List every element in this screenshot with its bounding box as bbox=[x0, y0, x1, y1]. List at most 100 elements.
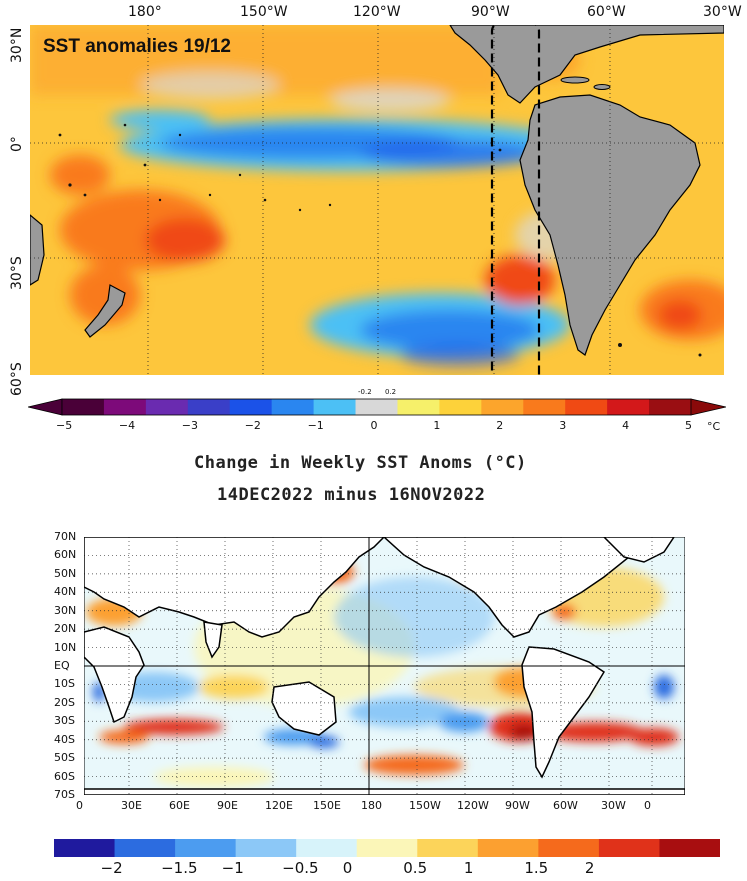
north-america-land bbox=[449, 25, 724, 104]
top-lon-label: 180° bbox=[128, 4, 162, 20]
australia-land bbox=[30, 214, 45, 286]
colorbar-tick-label: 0.5 bbox=[403, 859, 428, 877]
colorbar-cell bbox=[145, 399, 189, 415]
top-lat-label: 0° bbox=[9, 136, 25, 152]
bottom-lat-label: 40S bbox=[54, 732, 75, 746]
bottom-lon-label: 120E bbox=[265, 799, 293, 812]
top-lat-label: 60°S bbox=[9, 362, 25, 396]
colorbar-cell bbox=[114, 839, 176, 857]
colorbar-cell bbox=[229, 399, 273, 415]
colorbar-tick-label: 2 bbox=[584, 859, 595, 877]
colorbar-tick-label: −1 bbox=[307, 419, 324, 432]
top-colorbar bbox=[28, 398, 726, 416]
antarctica-land bbox=[84, 788, 685, 795]
top-lat-label: 30°S bbox=[9, 256, 25, 290]
north-america-land bbox=[382, 537, 645, 638]
bottom-lon-label: 0 bbox=[76, 799, 83, 812]
top-map-title: SST anomalies 19/12 bbox=[43, 36, 231, 57]
colorbar-small-tick: 0.2 bbox=[385, 388, 397, 396]
top-map: 180° 150°W 120°W 90°W 60°W 30°W 30°N 0° … bbox=[0, 0, 747, 440]
bottom-lon-label: 60W bbox=[553, 799, 578, 812]
bottom-sst-change-field bbox=[84, 537, 685, 795]
bottom-lat-label: 70N bbox=[54, 530, 77, 543]
top-lon-label: 30°W bbox=[703, 4, 742, 20]
colorbar-cell bbox=[187, 399, 231, 415]
top-lon-label: 90°W bbox=[471, 4, 510, 20]
bottom-lat-label: EQ bbox=[54, 659, 70, 672]
colorbar-cell bbox=[565, 399, 608, 415]
bottom-lat-label: 60N bbox=[54, 548, 77, 562]
bottom-lon-label: 150E bbox=[313, 799, 341, 812]
colorbar-cell bbox=[103, 399, 147, 415]
caribbean-island bbox=[560, 76, 590, 84]
colorbar-cell bbox=[235, 839, 297, 857]
colorbar-tick-label: 0 bbox=[342, 859, 353, 877]
colorbar-tick-label: 3 bbox=[559, 419, 567, 432]
africa-land bbox=[84, 626, 145, 724]
colorbar-cell bbox=[538, 839, 600, 857]
colorbar-tick-label: 1 bbox=[433, 419, 441, 432]
bottom-lat-label: 50S bbox=[54, 751, 75, 765]
colorbar-tick-label: −2 bbox=[244, 419, 261, 432]
bottom-lon-label: 60E bbox=[169, 799, 190, 812]
colorbar-tick-label: −1 bbox=[221, 859, 244, 877]
colorbar-cell bbox=[481, 399, 524, 415]
colorbar-tick-label: −0.5 bbox=[282, 859, 319, 877]
colorbar-tick-label: 2 bbox=[496, 419, 504, 432]
top-lon-label: 60°W bbox=[587, 4, 626, 20]
bottom-lat-label: 20S bbox=[54, 695, 75, 709]
colorbar-cell bbox=[659, 839, 720, 857]
colorbar-cell bbox=[62, 399, 105, 415]
colorbar-cell bbox=[649, 399, 692, 415]
colorbar-cell bbox=[355, 399, 398, 415]
bottom-lat-label: 70S bbox=[54, 788, 75, 801]
colorbar-cell bbox=[296, 839, 358, 857]
colorbar-tick-label: −5 bbox=[56, 419, 73, 432]
bottom-lat-label: 30N bbox=[54, 603, 77, 617]
india-land bbox=[203, 621, 223, 659]
colorbar-unit: °C bbox=[707, 420, 721, 433]
bottom-lon-label: 120W bbox=[457, 799, 489, 812]
colorbar-tick-label: 1.5 bbox=[524, 859, 549, 877]
bottom-lon-label: 150W bbox=[409, 799, 441, 812]
colorbar-cell bbox=[54, 839, 116, 857]
top-lon-label: 120°W bbox=[353, 4, 401, 20]
bottom-lat-label: 40N bbox=[54, 585, 77, 599]
top-lat-label: 30°N bbox=[9, 27, 25, 63]
bottom-lon-label: 180 bbox=[361, 799, 382, 812]
top-lon-label: 150°W bbox=[240, 4, 288, 20]
highlight-box bbox=[490, 25, 541, 375]
colorbar-cell bbox=[607, 399, 650, 415]
bottom-lat-label: 60S bbox=[54, 769, 75, 783]
colorbar-cell bbox=[356, 839, 418, 857]
colorbar-cell bbox=[397, 399, 440, 415]
bottom-lon-label: 90W bbox=[505, 799, 530, 812]
bottom-title-line1: Change in Weekly SST Anoms (°C) bbox=[194, 453, 527, 473]
caribbean-island bbox=[593, 84, 611, 90]
colorbar-cell bbox=[439, 399, 482, 415]
colorbar-cell bbox=[417, 839, 479, 857]
bottom-lon-label: 0 bbox=[644, 799, 651, 812]
colorbar-tick-label: 0 bbox=[370, 419, 378, 432]
europe-asia-land bbox=[84, 537, 386, 638]
bottom-lon-label: 90E bbox=[217, 799, 238, 812]
colorbar-tick-label: −3 bbox=[181, 419, 199, 432]
bottom-lat-label: 30S bbox=[54, 714, 75, 728]
colorbar-tick-label: −1.5 bbox=[161, 859, 198, 877]
bottom-lon-label: 30W bbox=[601, 799, 626, 812]
australia-land bbox=[271, 681, 337, 736]
new-zealand-land bbox=[84, 284, 126, 338]
colorbar-tick-label: −2 bbox=[100, 859, 123, 877]
colorbar-tick-label: −4 bbox=[118, 419, 136, 432]
bottom-lat-label: 10S bbox=[54, 677, 75, 691]
colorbar-cell bbox=[598, 839, 660, 857]
bottom-lon-label: 30E bbox=[121, 799, 142, 812]
colorbar-cell bbox=[271, 399, 315, 415]
colorbar-cell bbox=[477, 839, 539, 857]
bottom-lat-label: 10N bbox=[54, 640, 77, 654]
colorbar-cell bbox=[175, 839, 237, 857]
bottom-lat-label: 50N bbox=[54, 566, 77, 580]
colorbar-tick-label: 4 bbox=[622, 419, 630, 432]
bottom-title-line2: 14DEC2022 minus 16NOV2022 bbox=[217, 485, 486, 505]
bottom-colorbar bbox=[54, 839, 720, 857]
